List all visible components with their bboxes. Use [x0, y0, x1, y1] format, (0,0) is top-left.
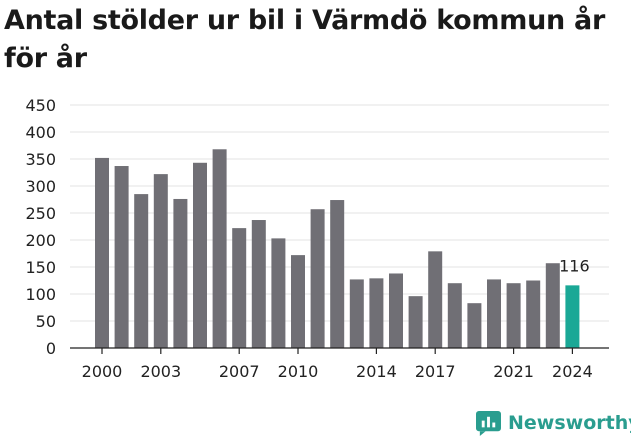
x-tick-label: 2000 — [82, 362, 123, 381]
bar — [232, 228, 247, 348]
x-tick-label: 2021 — [493, 362, 534, 381]
bar — [526, 280, 541, 348]
bar — [428, 251, 443, 348]
x-tick-label: 2010 — [278, 362, 319, 381]
bar — [212, 149, 227, 348]
bar — [134, 194, 149, 348]
y-tick-label: 50 — [36, 312, 56, 331]
bar — [173, 198, 188, 348]
y-tick-label: 300 — [25, 177, 56, 196]
y-tick-label: 150 — [25, 258, 56, 277]
y-tick-label: 350 — [25, 150, 56, 169]
x-tick-label: 2024 — [552, 362, 593, 381]
bar — [153, 174, 168, 348]
y-tick-label: 200 — [25, 231, 56, 250]
bars — [95, 149, 580, 348]
bar — [271, 238, 286, 348]
y-tick-label: 250 — [25, 204, 56, 223]
x-tick-label: 2017 — [415, 362, 456, 381]
x-tick-label: 2007 — [219, 362, 260, 381]
bar — [545, 263, 560, 348]
y-tick-label: 400 — [25, 123, 56, 142]
bar — [349, 279, 364, 348]
bar — [467, 303, 482, 348]
x-tick-label: 2014 — [356, 362, 397, 381]
bar — [310, 209, 325, 348]
brand-name: Newsworthy — [508, 412, 631, 434]
x-axis: 2000 2003 2007 2010 2014 2017 2021 2024 — [70, 347, 609, 381]
bar — [565, 285, 580, 348]
bar — [389, 273, 403, 348]
x-tick-label: 2003 — [140, 362, 181, 381]
bar — [408, 296, 423, 348]
newsworthy-logo-icon — [476, 410, 501, 436]
annotations: 116 — [559, 256, 590, 275]
data-label: 116 — [559, 256, 590, 275]
y-axis: 0 50 100 150 200 250 300 350 400 450 — [25, 96, 56, 358]
bar — [487, 279, 501, 348]
y-tick-label: 0 — [46, 339, 56, 358]
bar — [291, 255, 305, 348]
bar — [114, 166, 129, 348]
bar — [95, 157, 109, 348]
bar — [447, 283, 462, 348]
bar — [251, 220, 266, 348]
bar — [193, 162, 207, 348]
bar — [506, 283, 521, 348]
chart-title: Antal stölder ur bil i Värmdö kommun år … — [4, 5, 605, 74]
brand-logo: Newsworthy — [476, 408, 631, 438]
bar — [369, 278, 384, 348]
y-tick-label: 450 — [25, 96, 56, 115]
bar — [330, 200, 345, 348]
y-tick-label: 100 — [25, 285, 56, 304]
